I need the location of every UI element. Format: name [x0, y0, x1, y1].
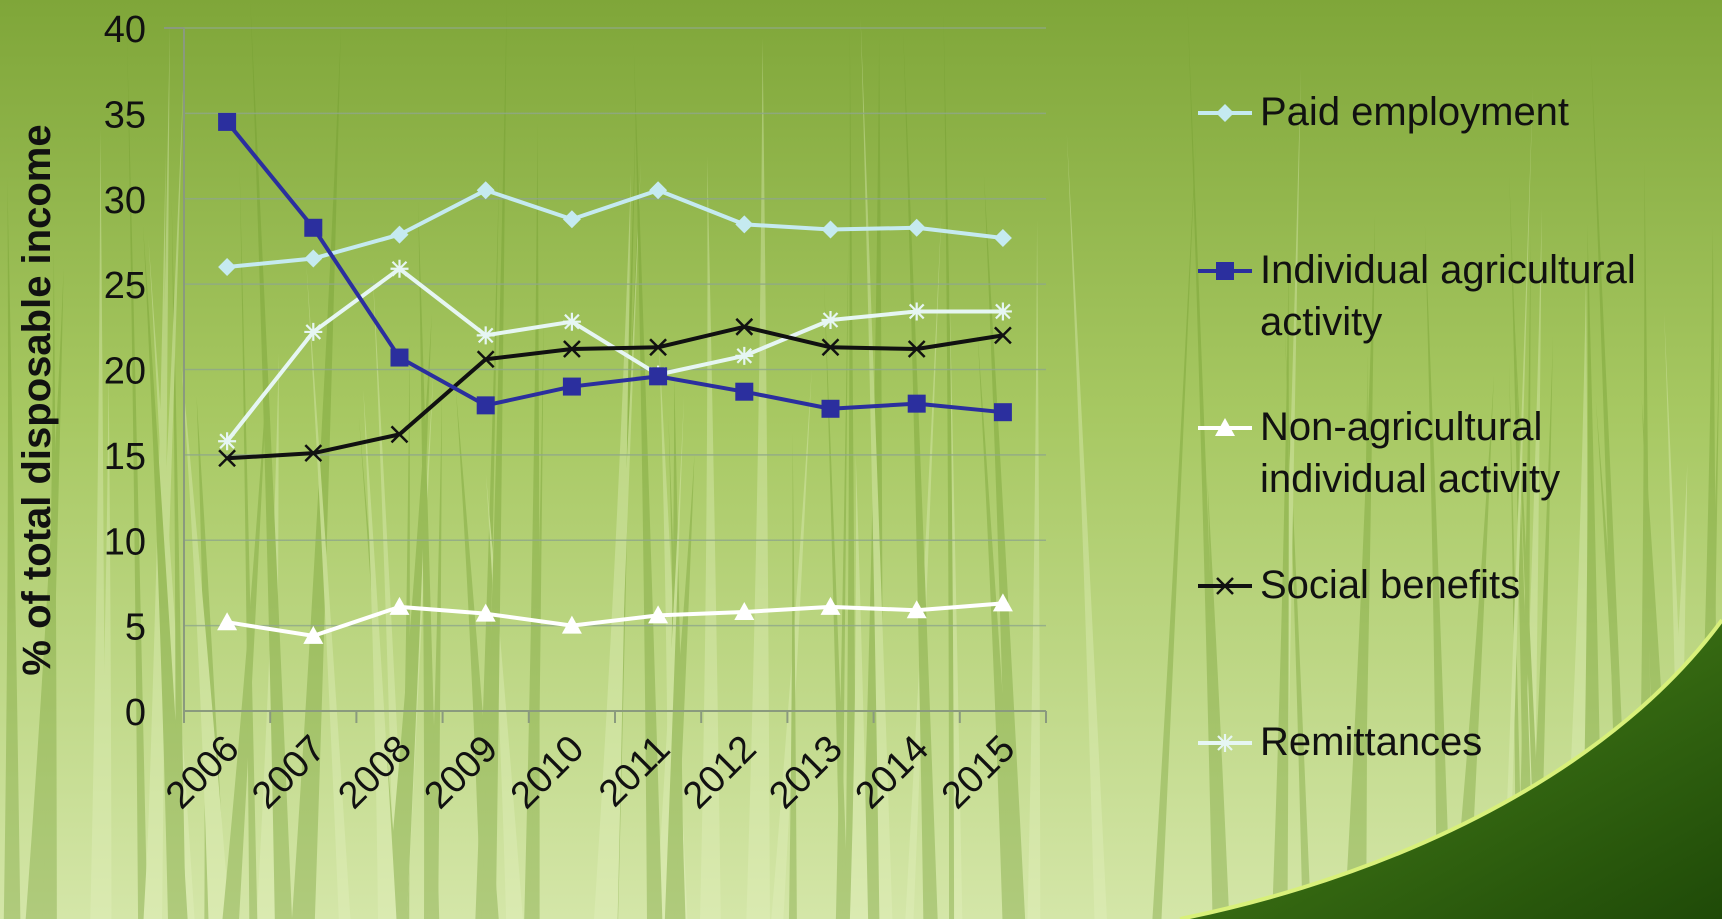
data-point — [993, 403, 1012, 422]
data-point — [992, 593, 1013, 612]
legend-marker — [1216, 577, 1234, 595]
legend-label: Remittances — [1260, 720, 1482, 764]
data-point — [821, 220, 840, 239]
legend: Paid employment Individual agricultural ac… — [1198, 90, 1636, 764]
data-point — [304, 218, 323, 237]
y-tick-label: 40 — [104, 9, 146, 51]
series-non-agricultural-individual-activity — [217, 593, 1013, 644]
data-point — [476, 326, 495, 345]
data-point — [390, 225, 409, 244]
series-social-benefits — [218, 317, 1012, 468]
data-point — [649, 338, 667, 357]
data-point — [218, 258, 237, 277]
data-point — [562, 312, 581, 331]
data-point — [562, 377, 581, 396]
gridlines — [184, 27, 1046, 627]
legend-marker — [1216, 104, 1234, 122]
data-point — [563, 340, 581, 358]
data-point — [821, 399, 840, 418]
data-point — [820, 596, 841, 615]
legend-item: Non-agricultural individual activity — [1198, 405, 1560, 501]
axes — [164, 27, 1047, 723]
series-line — [226, 188, 1004, 270]
data-point — [821, 310, 840, 329]
legend-item: Paid employment — [1198, 90, 1569, 134]
data-point — [303, 625, 324, 644]
series-individual-agricultural-activity — [218, 112, 1012, 422]
data-point — [994, 326, 1012, 345]
plot-series — [217, 112, 1013, 644]
data-point — [475, 603, 496, 622]
data-point — [648, 605, 669, 624]
data-point — [735, 346, 754, 365]
data-point — [907, 340, 926, 358]
data-point — [735, 317, 754, 336]
y-tick-label: 30 — [104, 180, 146, 222]
y-tick-label: 25 — [104, 265, 146, 307]
y-axis-tick-labels: 0 5 10 15 20 25 30 35 40 — [104, 9, 146, 734]
y-axis-label: % of total disposable income — [15, 124, 59, 675]
y-tick-label: 15 — [104, 436, 146, 478]
legend-marker — [1215, 418, 1235, 436]
data-point — [906, 600, 927, 619]
y-tick-label: 5 — [125, 607, 146, 649]
data-point — [476, 350, 495, 369]
data-point — [218, 432, 237, 451]
data-point — [476, 181, 495, 200]
y-tick-label: 20 — [104, 351, 146, 393]
legend-label: Paid employment — [1260, 90, 1569, 134]
series-paid-employment — [218, 181, 1012, 277]
data-point — [649, 181, 668, 200]
data-point — [390, 425, 409, 444]
legend-item: Remittances — [1198, 720, 1482, 764]
data-point — [735, 215, 754, 234]
data-point — [907, 302, 926, 321]
legend-marker — [1216, 734, 1234, 752]
series-line — [226, 601, 1004, 638]
data-point — [389, 596, 410, 615]
legend-label: Individual agricultural activity — [1260, 248, 1636, 344]
y-tick-label: 35 — [104, 94, 146, 136]
data-point — [561, 615, 582, 634]
data-point — [218, 449, 236, 468]
data-point — [735, 382, 754, 401]
data-point — [649, 367, 668, 386]
data-point — [304, 322, 323, 341]
data-point — [562, 210, 581, 229]
data-point — [734, 601, 755, 620]
data-point — [218, 112, 237, 131]
legend-item: Social benefits — [1198, 563, 1520, 607]
data-point — [476, 396, 495, 415]
data-point — [390, 259, 409, 278]
series-line — [225, 120, 1004, 415]
legend-marker — [1216, 262, 1234, 280]
data-point — [907, 394, 926, 413]
y-tick-label: 0 — [125, 692, 146, 734]
data-point — [390, 348, 409, 367]
data-point — [304, 444, 323, 463]
corner-grass-swoosh — [1180, 620, 1722, 919]
data-point — [217, 612, 238, 631]
data-point — [907, 218, 926, 237]
data-point — [304, 249, 323, 268]
data-point — [993, 302, 1012, 321]
legend-label: Non-agricultural individual activity — [1260, 405, 1560, 501]
legend-label: Social benefits — [1260, 563, 1520, 607]
series-line — [226, 324, 1004, 461]
data-point — [821, 338, 840, 357]
data-point — [993, 229, 1012, 248]
y-tick-label: 10 — [104, 521, 146, 563]
legend-item: Individual agricultural activity — [1198, 248, 1636, 344]
